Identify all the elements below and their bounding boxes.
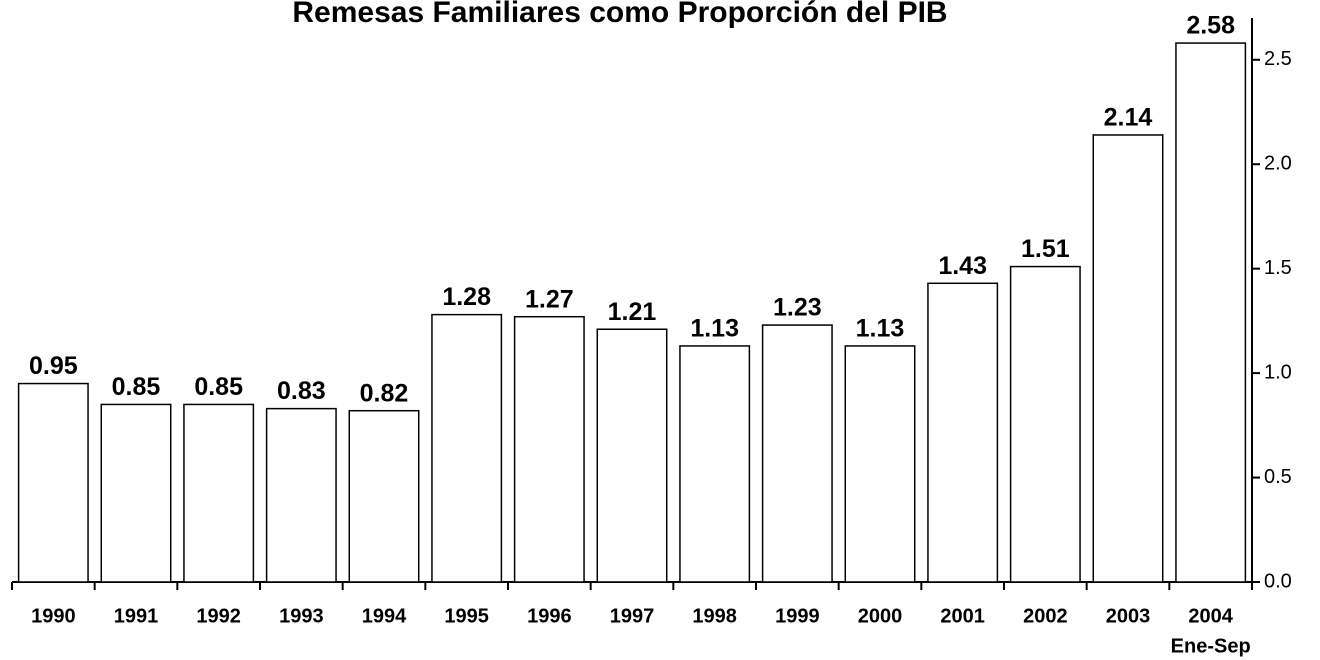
x-tick-label: 1994 [362,605,407,627]
y-tick-label: 2.0 [1264,153,1292,175]
x-tick-label: 1996 [527,605,572,627]
bar [927,282,999,583]
x-tick-label: 1997 [610,605,655,627]
bar [679,345,751,583]
value-label: 1.13 [690,315,739,343]
bar [1175,42,1247,583]
x-tick-label: 2004 [1188,605,1233,627]
y-tick-label: 0.0 [1264,570,1292,592]
value-label: 1.43 [938,252,987,280]
bar [761,324,833,583]
bar [596,328,668,583]
bar [431,313,503,583]
bar [844,345,916,583]
y-tick-label: 2.5 [1264,48,1292,70]
bar [265,407,337,583]
value-label: 0.85 [194,373,243,401]
y-tick-label: 1.0 [1264,361,1292,383]
y-tick-label: 0.5 [1264,466,1292,488]
value-label: 2.14 [1104,104,1153,132]
bar [100,403,172,583]
x-tick-label: 2001 [940,605,985,627]
value-label: 1.51 [1021,235,1070,263]
value-label: 1.13 [856,315,905,343]
x-tick-label: 1990 [31,605,76,627]
chart-title: Remesas Familiares como Proporción del P… [292,0,947,29]
x-tick-note: Ene-Sep [1171,635,1251,657]
x-tick-label: 1992 [196,605,241,627]
x-tick-label: 2002 [1023,605,1068,627]
value-label: 1.21 [608,298,657,326]
x-tick-label: 1999 [775,605,820,627]
value-label: 1.28 [442,283,491,311]
value-label: 0.95 [29,352,78,380]
value-label: 0.83 [277,377,326,405]
x-tick-label: 2003 [1106,605,1151,627]
bar [17,382,89,583]
value-label: 1.23 [773,294,822,322]
bar [513,315,585,583]
bar [183,403,255,583]
x-tick-label: 1991 [114,605,159,627]
value-label: 0.85 [112,373,161,401]
value-label: 0.82 [360,379,409,407]
x-tick-label: 1998 [692,605,737,627]
value-label: 1.27 [525,285,574,313]
x-tick-label: 1995 [444,605,489,627]
x-tick-label: 2000 [858,605,903,627]
bar [1009,265,1081,583]
bar [1092,134,1164,583]
x-tick-label: 1993 [279,605,324,627]
value-label: 2.58 [1186,12,1235,40]
bar [348,409,420,583]
y-tick-label: 1.5 [1264,257,1292,279]
